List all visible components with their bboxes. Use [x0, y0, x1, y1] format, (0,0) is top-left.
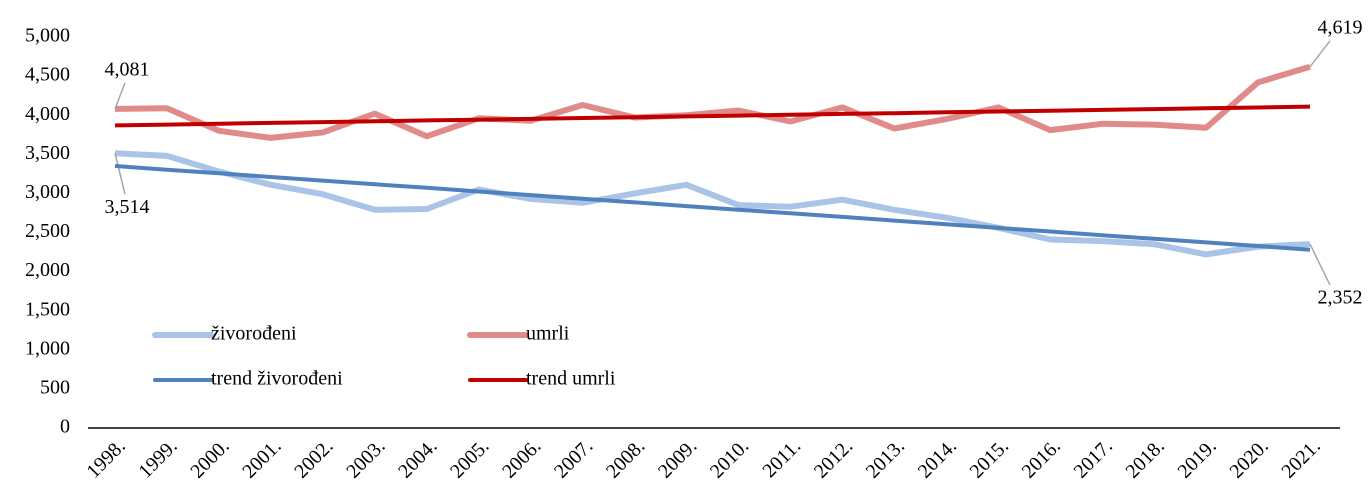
- series-line: [114, 150, 1311, 258]
- y-tick-label: 4,000: [25, 103, 70, 125]
- x-tick-label: 2000.: [186, 435, 233, 482]
- y-tick-label: 2,000: [25, 259, 70, 281]
- x-tick-label: 2010.: [706, 435, 753, 482]
- x-tick-label: 2021.: [1277, 435, 1324, 482]
- data-label: 4,081: [105, 58, 150, 80]
- y-tick-label: 3,000: [25, 181, 70, 203]
- x-tick-label: 2015.: [966, 435, 1013, 482]
- legend-label: živorođeni: [211, 323, 297, 345]
- x-tick-label: 2004.: [394, 435, 441, 482]
- x-tick-label: 2017.: [1070, 435, 1117, 482]
- x-tick-label: 2012.: [810, 435, 857, 482]
- x-tick-label: 2018.: [1122, 435, 1169, 482]
- y-tick-label: 3,500: [25, 142, 70, 164]
- legend-label: umrli: [526, 323, 570, 345]
- legend-label: trend umrli: [526, 368, 616, 390]
- y-tick-label: 5,000: [25, 25, 70, 47]
- x-tick-label: 2001.: [238, 435, 285, 482]
- x-tick-label: 2020.: [1225, 435, 1272, 482]
- x-tick-label: 2016.: [1018, 435, 1065, 482]
- y-tick-label: 0: [60, 416, 70, 438]
- series-line: [114, 104, 1311, 128]
- x-tick-label: 2003.: [342, 435, 389, 482]
- label-leader: [1309, 243, 1331, 286]
- y-tick-label: 4,500: [25, 64, 70, 86]
- data-label: 3,514: [105, 196, 150, 218]
- x-tick-label: 1999.: [134, 435, 181, 482]
- x-tick-label: 2007.: [550, 435, 597, 482]
- x-tick-label: 2019.: [1173, 435, 1220, 482]
- x-tick-label: 2008.: [602, 435, 649, 482]
- x-tick-label: 2006.: [498, 435, 545, 482]
- x-tick-label: 2013.: [862, 435, 909, 482]
- x-tick-label: 2011.: [758, 435, 805, 482]
- label-leader: [1309, 40, 1331, 68]
- label-leader: [114, 82, 126, 110]
- x-tick-label: 1998.: [82, 435, 129, 482]
- y-tick-label: 500: [40, 376, 70, 398]
- x-tick-label: 2002.: [290, 435, 337, 482]
- label-leader: [114, 153, 126, 195]
- series-line: [114, 164, 1311, 252]
- y-tick-label: 1,500: [25, 298, 70, 320]
- y-tick-label: 2,500: [25, 220, 70, 242]
- data-label: 2,352: [1318, 287, 1363, 309]
- series-line: [114, 63, 1311, 141]
- x-tick-label: 2005.: [446, 435, 493, 482]
- data-label: 4,619: [1318, 16, 1363, 38]
- x-tick-label: 2009.: [654, 435, 701, 482]
- x-tick-label: 2014.: [914, 435, 961, 482]
- legend-label: trend živorođeni: [211, 368, 343, 390]
- y-tick-label: 1,000: [25, 337, 70, 359]
